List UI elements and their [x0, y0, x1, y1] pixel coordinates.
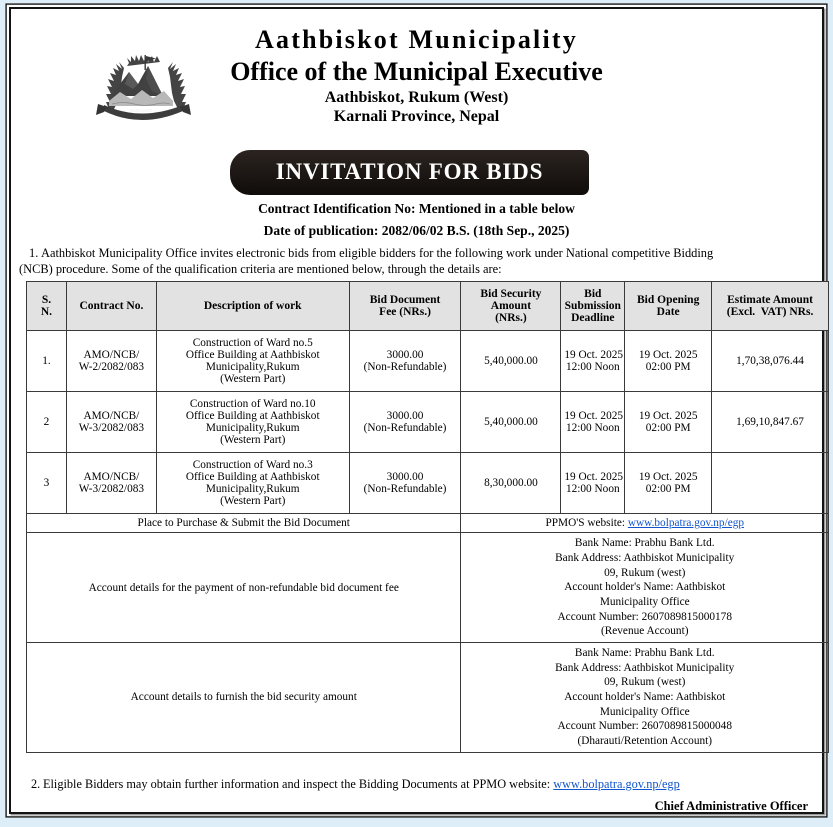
- svg-text:municipality: municipality: [130, 108, 153, 113]
